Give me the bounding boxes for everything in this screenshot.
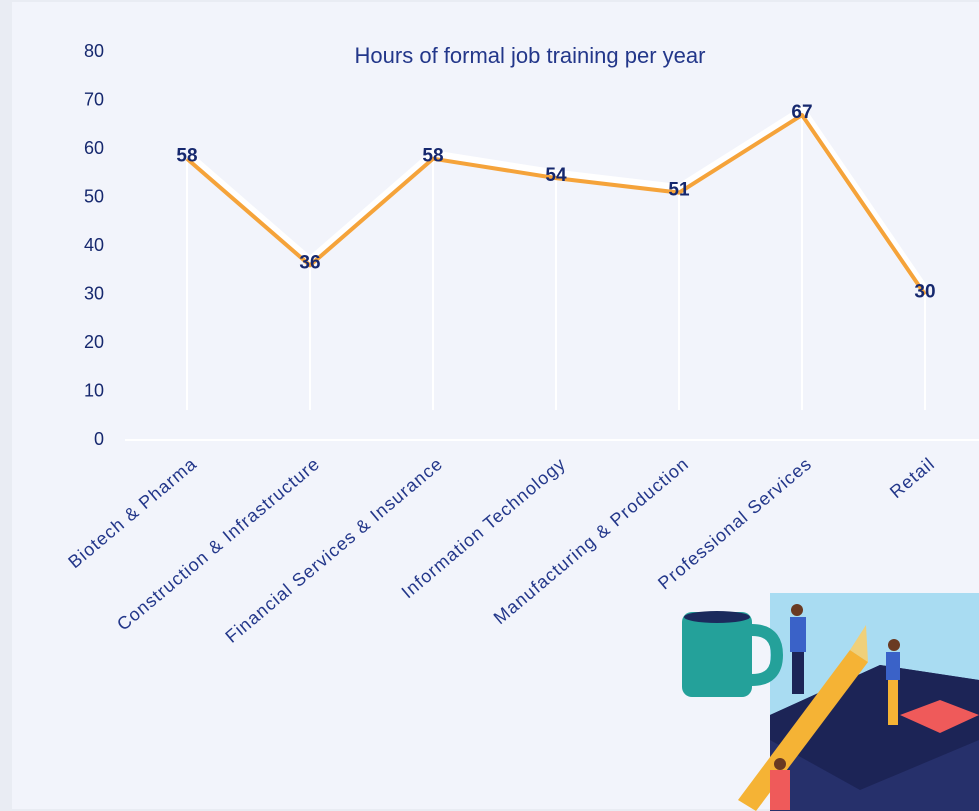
- y-tick-label: 10: [84, 380, 104, 400]
- y-tick-label: 30: [84, 283, 104, 303]
- y-tick-label: 40: [84, 235, 104, 255]
- data-label: 67: [791, 102, 812, 123]
- y-tick-label: 70: [84, 89, 104, 109]
- data-label: 30: [914, 282, 935, 303]
- person: [770, 770, 790, 810]
- mug-top: [684, 611, 750, 623]
- y-tick-label: 0: [94, 429, 104, 449]
- chart-title: Hours of formal job training per year: [355, 43, 706, 68]
- data-label: 54: [545, 165, 567, 186]
- person: [886, 652, 900, 680]
- person-legs: [888, 680, 898, 725]
- data-label: 36: [299, 252, 320, 273]
- chart: Hours of formal job training per year 0 1…: [0, 0, 979, 811]
- person-head: [888, 639, 900, 651]
- data-label: 51: [668, 180, 690, 201]
- person: [790, 617, 806, 652]
- y-tick-label: 80: [84, 41, 104, 61]
- data-label: 58: [422, 146, 443, 167]
- y-tick-label: 20: [84, 332, 104, 352]
- data-label: 58: [176, 146, 197, 167]
- y-tick-label: 60: [84, 138, 104, 158]
- person-legs: [792, 652, 804, 694]
- y-tick-label: 50: [84, 186, 104, 206]
- person-head: [791, 604, 803, 616]
- mug: [682, 612, 752, 697]
- person-head: [774, 758, 786, 770]
